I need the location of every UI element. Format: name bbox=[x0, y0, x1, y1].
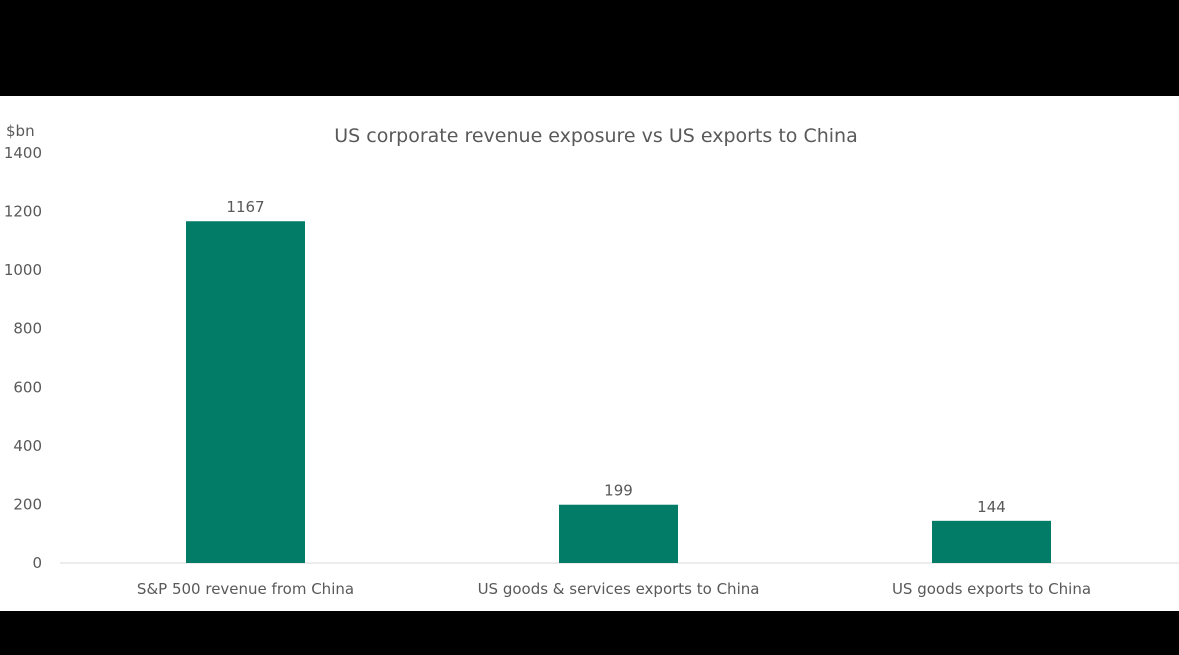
bar bbox=[186, 221, 305, 563]
y-axis-unit-label: $bn bbox=[6, 122, 35, 140]
bar-data-label: 144 bbox=[977, 498, 1006, 516]
x-axis-categories: S&P 500 revenue from China US goods & ser… bbox=[137, 580, 1091, 598]
y-tick-label: 1000 bbox=[4, 261, 42, 279]
bar-series bbox=[186, 221, 1051, 563]
y-axis: 0 200 400 600 800 1000 1200 1400 bbox=[4, 144, 42, 572]
y-tick-label: 200 bbox=[13, 495, 42, 513]
x-category-label: US goods & services exports to China bbox=[478, 580, 760, 598]
y-tick-label: 1200 bbox=[4, 203, 42, 221]
y-tick-label: 400 bbox=[13, 437, 42, 455]
bar-data-label: 199 bbox=[604, 482, 633, 500]
bar bbox=[932, 520, 1051, 563]
bar-data-label: 1167 bbox=[226, 198, 264, 216]
chart-title: US corporate revenue exposure vs US expo… bbox=[334, 125, 857, 147]
data-labels: 1167 199 144 bbox=[226, 198, 1005, 516]
y-tick-label: 0 bbox=[32, 554, 42, 572]
bar-chart: US corporate revenue exposure vs US expo… bbox=[4, 122, 1179, 598]
y-tick-label: 800 bbox=[13, 320, 42, 338]
x-category-label: S&P 500 revenue from China bbox=[137, 580, 354, 598]
bar bbox=[559, 504, 678, 563]
x-category-label: US goods exports to China bbox=[892, 580, 1091, 598]
y-tick-label: 600 bbox=[13, 378, 42, 396]
chart-panel: US corporate revenue exposure vs US expo… bbox=[0, 96, 1179, 611]
y-tick-label: 1400 bbox=[4, 144, 42, 162]
